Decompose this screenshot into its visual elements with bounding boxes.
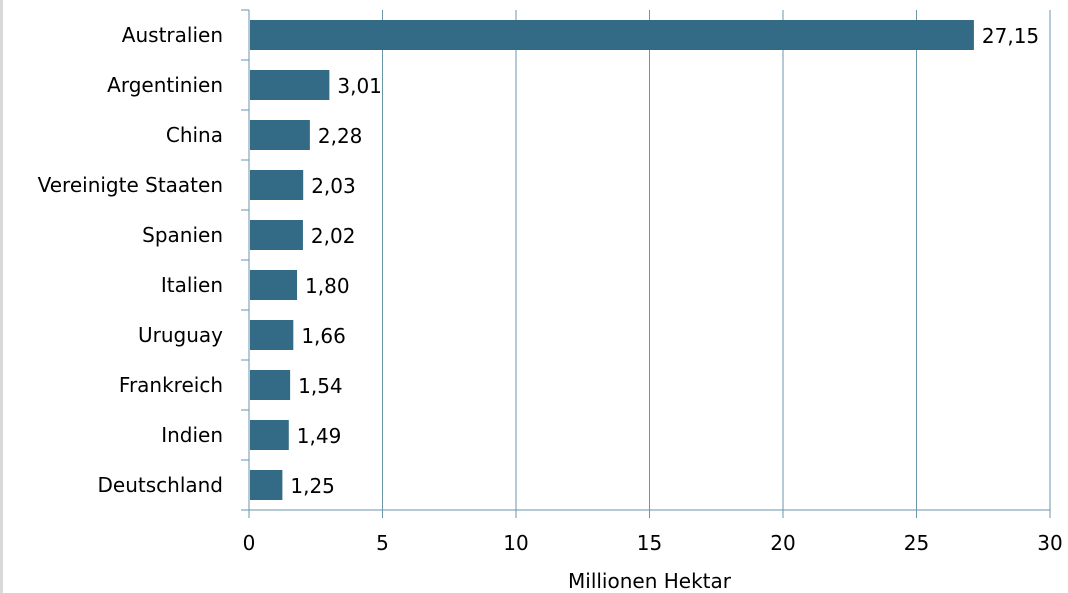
labels: 0 5 10 15 20 25 30 Australien 27,15 Argentinien 3,… bbox=[38, 23, 1063, 555]
value-label-8: 1,54 bbox=[298, 374, 343, 398]
bar-4 bbox=[250, 170, 304, 200]
x-tick-label-30: 30 bbox=[1037, 531, 1062, 555]
value-label-7: 1,66 bbox=[301, 324, 346, 348]
bar-10 bbox=[250, 470, 283, 500]
category-label-6: Italien bbox=[161, 273, 223, 297]
category-label-2: Argentinien bbox=[107, 73, 223, 97]
value-label-4: 2,03 bbox=[311, 174, 356, 198]
bar-9 bbox=[250, 420, 289, 450]
grid-lines bbox=[382, 10, 1051, 510]
value-label-5: 2,02 bbox=[311, 224, 356, 248]
category-label-10: Deutschland bbox=[98, 473, 224, 497]
x-tick-label-15: 15 bbox=[637, 531, 662, 555]
bar-1 bbox=[250, 20, 974, 50]
value-label-10: 1,25 bbox=[290, 474, 335, 498]
category-label-4: Vereinigte Staaten bbox=[38, 173, 223, 197]
value-label-1: 27,15 bbox=[982, 24, 1039, 48]
category-label-1: Australien bbox=[122, 23, 223, 47]
category-label-3: China bbox=[166, 123, 223, 147]
x-axis-title: Millionen Hektar bbox=[568, 569, 732, 593]
value-label-9: 1,49 bbox=[297, 424, 342, 448]
category-label-9: Indien bbox=[161, 423, 223, 447]
left-frame-border bbox=[0, 0, 3, 593]
bars bbox=[250, 20, 974, 500]
x-tick-label-10: 10 bbox=[503, 531, 528, 555]
value-label-3: 2,28 bbox=[318, 124, 363, 148]
x-tick-label-25: 25 bbox=[904, 531, 929, 555]
bar-7 bbox=[250, 320, 294, 350]
category-label-5: Spanien bbox=[142, 223, 223, 247]
value-label-2: 3,01 bbox=[337, 74, 382, 98]
value-label-6: 1,80 bbox=[305, 274, 350, 298]
category-label-8: Frankreich bbox=[119, 373, 223, 397]
category-label-7: Uruguay bbox=[138, 323, 223, 347]
axes bbox=[241, 9, 1051, 518]
x-tick-label-5: 5 bbox=[376, 531, 389, 555]
x-tick-label-20: 20 bbox=[770, 531, 795, 555]
bar-5 bbox=[250, 220, 303, 250]
bar-3 bbox=[250, 120, 310, 150]
x-tick-label-0: 0 bbox=[243, 531, 256, 555]
bar-6 bbox=[250, 270, 298, 300]
bar-2 bbox=[250, 70, 330, 100]
bar-8 bbox=[250, 370, 291, 400]
